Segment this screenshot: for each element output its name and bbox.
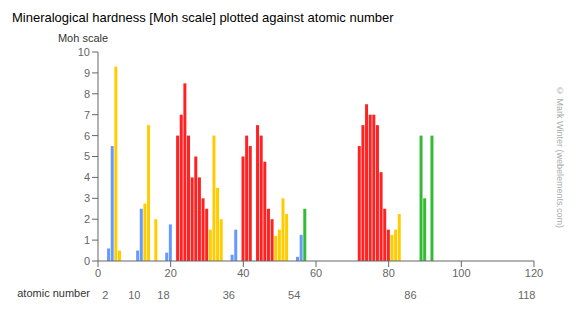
svg-text:118: 118 <box>518 289 536 301</box>
html-text:© Mark Winter (webelements.com: © Mark Winter (webelements.com) <box>555 86 565 229</box>
svg-text:120: 120 <box>525 267 543 279</box>
svg-text:0: 0 <box>95 267 101 279</box>
svg-text:36: 36 <box>223 289 235 301</box>
svg-text:80: 80 <box>383 267 395 279</box>
svg-text:18: 18 <box>157 289 169 301</box>
svg-text:60: 60 <box>310 267 322 279</box>
svg-text:40: 40 <box>237 267 249 279</box>
svg-text:10: 10 <box>128 289 140 301</box>
svg-text:7: 7 <box>84 109 90 121</box>
html-text:Mineralogical hardness [Moh sc: Mineralogical hardness [Moh scale] plott… <box>12 10 394 25</box>
svg-text:54: 54 <box>288 289 300 301</box>
svg-text:6: 6 <box>84 130 90 142</box>
svg-text:20: 20 <box>165 267 177 279</box>
svg-text:1: 1 <box>84 234 90 246</box>
svg-text:0: 0 <box>84 255 90 267</box>
svg-text:9: 9 <box>84 67 90 79</box>
svg-text:4: 4 <box>84 171 90 183</box>
svg-text:100: 100 <box>452 267 470 279</box>
svg-text:8: 8 <box>84 88 90 100</box>
svg-text:86: 86 <box>404 289 416 301</box>
svg-text:5: 5 <box>84 150 90 162</box>
svg-text:atomic number: atomic number <box>17 287 90 299</box>
svg-text:3: 3 <box>84 192 90 204</box>
svg-text:2: 2 <box>84 213 90 225</box>
svg-text:Moh scale: Moh scale <box>58 32 108 44</box>
svg-text:10: 10 <box>78 46 90 58</box>
svg-text:2: 2 <box>102 289 108 301</box>
